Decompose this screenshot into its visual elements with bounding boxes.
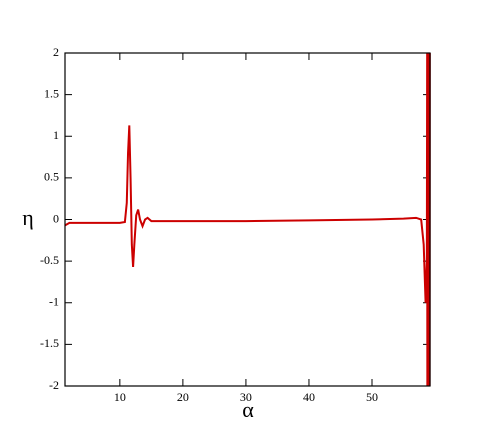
y-tick-label: 0	[53, 211, 59, 225]
y-tick-label: 1.5	[44, 86, 59, 100]
y-tick-label: -1.5	[40, 336, 59, 350]
x-tick-label: 30	[240, 390, 252, 404]
data-line	[64, 52, 431, 387]
y-tick-label: -2	[49, 378, 59, 392]
x-tick-label: 40	[303, 390, 315, 404]
x-tick-label: 20	[177, 390, 189, 404]
y-tick-label: 2	[53, 45, 59, 59]
x-tick-label: 10	[114, 390, 126, 404]
x-axis-label: α	[242, 397, 254, 422]
x-tick-label: 50	[366, 390, 378, 404]
y-tick-label: -1	[49, 295, 59, 309]
y-tick-label: 1	[53, 128, 59, 142]
y-tick-label: -0.5	[40, 253, 59, 267]
y-axis-label: η	[22, 205, 34, 230]
plot-frame	[64, 52, 431, 387]
y-tick-label: 0.5	[44, 170, 59, 184]
